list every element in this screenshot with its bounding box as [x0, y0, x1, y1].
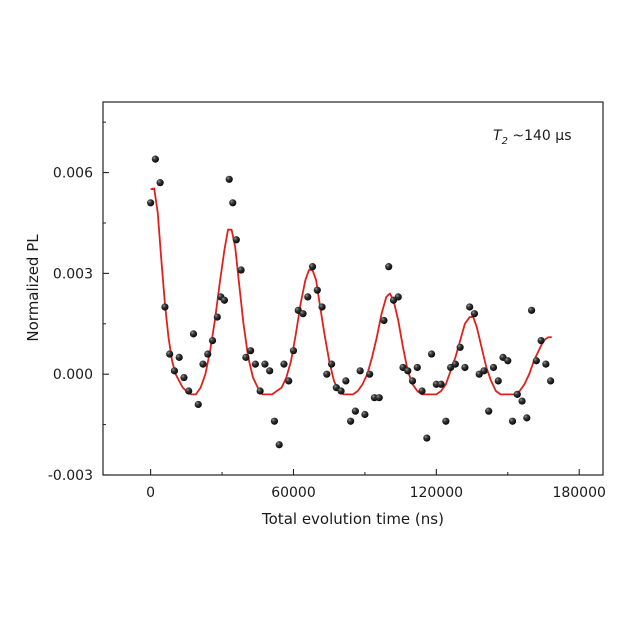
data-point: [213, 313, 221, 321]
data-point: [394, 293, 402, 301]
data-point: [285, 377, 293, 385]
y-tick-label: 0.003: [53, 266, 93, 282]
axis-ticks: [103, 121, 580, 476]
data-point: [418, 387, 426, 395]
data-point: [313, 286, 321, 294]
data-point: [251, 360, 259, 368]
t2-subscript: 2: [502, 136, 508, 147]
fit-curve-layer: [150, 187, 552, 396]
y-axis-title: Normalized PL: [24, 234, 42, 342]
data-point: [275, 441, 283, 449]
data-point: [232, 236, 240, 244]
data-point: [480, 367, 488, 375]
data-point: [380, 316, 388, 325]
data-point: [351, 407, 359, 415]
data-point: [513, 390, 521, 398]
data-point: [270, 417, 279, 425]
x-tick-label: 60000: [271, 485, 316, 501]
data-point: [523, 414, 531, 422]
data-point: [489, 363, 498, 372]
data-point: [185, 387, 193, 395]
data-point: [408, 377, 417, 385]
data-point: [466, 303, 474, 311]
data-point: [485, 407, 493, 415]
y-tick-label: -0.003: [48, 468, 93, 484]
data-point: [280, 360, 288, 368]
data-points-layer: [147, 155, 555, 449]
data-point: [494, 377, 502, 385]
y-tick-label: 0.006: [53, 166, 93, 182]
x-axis-title: Total evolution time (ns): [261, 510, 444, 528]
data-point: [229, 199, 237, 207]
data-point: [161, 303, 169, 311]
data-point: [375, 394, 383, 402]
data-point: [170, 367, 179, 375]
data-point: [194, 400, 202, 409]
data-point: [347, 417, 355, 425]
data-point: [147, 199, 155, 207]
data-point: [208, 336, 217, 345]
data-point: [266, 367, 274, 375]
data-point: [189, 330, 198, 338]
x-tick-label: 180000: [552, 485, 605, 501]
data-point: [508, 417, 517, 425]
data-point: [204, 350, 212, 358]
data-point: [413, 363, 421, 372]
data-point: [256, 387, 264, 395]
data-point: [504, 357, 512, 365]
data-point: [427, 350, 436, 358]
data-point: [220, 296, 229, 304]
fit-curve: [150, 187, 552, 396]
data-point: [361, 410, 369, 419]
data-point: [304, 293, 312, 301]
t2-symbol: T: [493, 128, 503, 144]
data-point: [456, 343, 464, 351]
data-point: [299, 310, 307, 318]
data-point: [537, 336, 545, 345]
data-point: [542, 360, 550, 368]
data-point: [237, 266, 245, 274]
t2-value: ~140 μs: [508, 128, 572, 144]
data-point: [437, 380, 445, 388]
data-point: [156, 179, 164, 187]
tick-labels: 0 60000 120000 180000 -0.003 0.000 0.003 0.006: [48, 166, 606, 501]
data-point: [318, 303, 326, 311]
plot-frame: [102, 101, 604, 476]
data-point: [547, 377, 555, 385]
data-point: [532, 357, 540, 365]
data-point: [289, 347, 298, 355]
data-point: [261, 360, 269, 368]
data-point: [323, 370, 331, 378]
data-point: [366, 370, 374, 378]
data-point: [527, 306, 536, 314]
t2-annotation: T2 ~140 μs: [493, 128, 572, 147]
data-point: [180, 373, 188, 382]
data-point: [404, 367, 412, 375]
x-tick-label: 120000: [410, 485, 463, 501]
data-point: [225, 175, 233, 183]
data-point: [199, 360, 207, 368]
data-point: [356, 367, 364, 375]
data-point: [342, 377, 350, 385]
data-point: [175, 353, 183, 361]
data-point: [308, 263, 317, 271]
data-point: [151, 155, 159, 163]
data-point: [518, 397, 526, 405]
data-point: [327, 360, 336, 368]
data-point: [470, 310, 479, 318]
y-tick-label: 0.000: [53, 367, 93, 383]
data-point: [423, 434, 431, 442]
data-point: [442, 417, 450, 425]
data-point: [451, 360, 459, 368]
x-tick-label: 0: [146, 485, 155, 501]
data-point: [247, 347, 255, 355]
data-point: [337, 387, 345, 395]
data-point: [242, 353, 250, 361]
data-point: [461, 363, 469, 372]
data-point: [385, 263, 393, 271]
data-point: [166, 350, 174, 358]
